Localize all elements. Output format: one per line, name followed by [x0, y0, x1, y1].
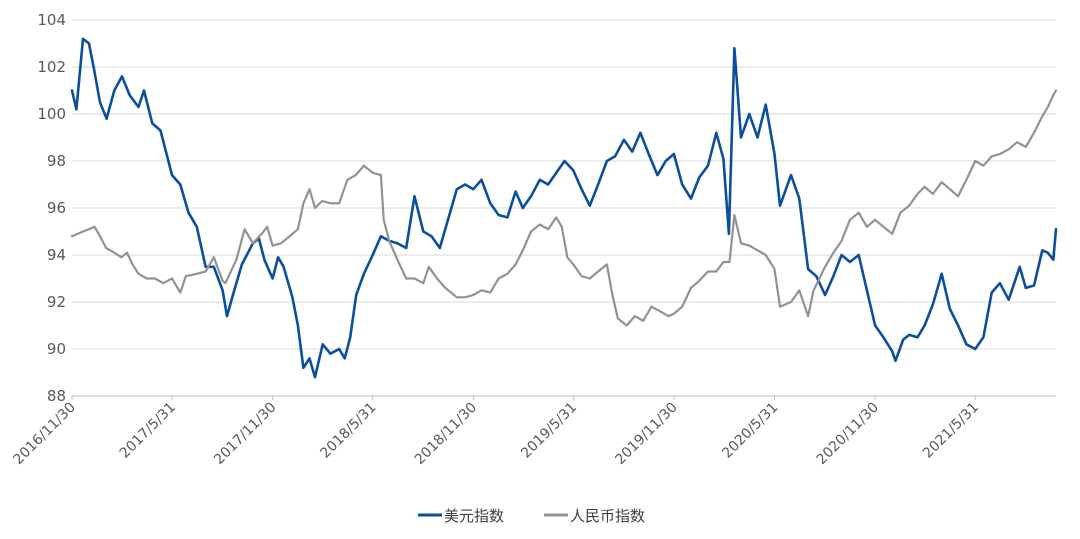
y-tick-label: 92	[47, 293, 66, 311]
y-tick-label: 90	[47, 340, 66, 358]
y-tick-label: 94	[47, 246, 66, 264]
legend-label: 美元指数	[444, 507, 504, 525]
x-axis-tick-labels: 2016/11/30 2017/5/31 2017/11/30 2018/5/31 20…	[10, 396, 982, 468]
x-tick-label: 2021/5/31	[920, 400, 982, 462]
legend-label: 人民币指数	[570, 507, 645, 525]
x-tick-label: 2020/11/30	[814, 400, 882, 468]
y-axis-tick-labels: 88 90 92 94 96 98 100 102 104	[37, 11, 66, 405]
y-tick-label: 102	[37, 58, 66, 76]
x-tick-label: 2016/11/30	[10, 400, 78, 468]
y-tick-label: 96	[47, 199, 66, 217]
series-line-usd-index	[70, 37, 1058, 379]
y-gridlines	[72, 19, 1056, 350]
y-tick-label: 88	[47, 387, 66, 405]
x-tick-label: 2017/11/30	[211, 400, 279, 468]
x-tick-label: 2019/11/30	[612, 400, 680, 468]
y-tick-label: 98	[47, 152, 66, 170]
x-tick-label: 2018/5/31	[317, 400, 379, 462]
y-tick-label: 100	[37, 105, 66, 123]
legend: 美元指数 人民币指数	[418, 507, 645, 525]
x-tick-label: 2018/11/30	[412, 400, 480, 468]
series-line-cny-index	[70, 89, 1058, 327]
x-tick-label: 2017/5/31	[117, 400, 179, 462]
x-tick-label: 2020/5/31	[719, 400, 781, 462]
x-tick-label: 2019/5/31	[518, 400, 580, 462]
y-tick-label: 104	[37, 11, 66, 29]
series-lines	[70, 37, 1058, 379]
